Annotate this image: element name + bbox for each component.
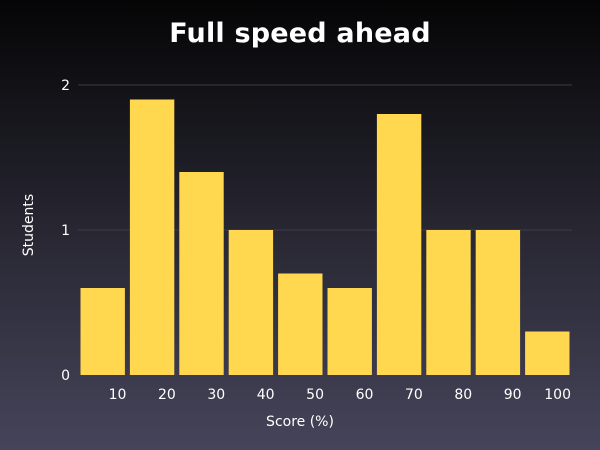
histogram-bar xyxy=(228,230,274,375)
x-tick-label: 40 xyxy=(257,387,275,403)
x-tick-label: 60 xyxy=(356,387,374,403)
y-axis-label: Students xyxy=(21,193,37,257)
histogram-bar xyxy=(426,230,471,375)
x-tick-label: 80 xyxy=(454,387,472,403)
x-tick-label: 30 xyxy=(207,387,225,403)
y-tick-label: 2 xyxy=(61,78,70,94)
histogram-bar xyxy=(129,99,175,375)
x-tick-label: 90 xyxy=(504,387,522,403)
y-tick-label: 1 xyxy=(61,223,70,239)
histogram-bar xyxy=(80,288,125,375)
y-tick-label: 0 xyxy=(61,368,70,384)
x-axis-label: Score (%) xyxy=(266,414,334,430)
x-tick-label: 70 xyxy=(405,387,423,403)
histogram-bar xyxy=(278,273,323,375)
chart-title: Full speed ahead xyxy=(169,18,431,49)
histogram-bar xyxy=(475,230,521,375)
x-tick-label: 100 xyxy=(544,387,571,403)
x-tick-label: 10 xyxy=(109,387,127,403)
histogram-bar xyxy=(376,114,422,375)
x-tick-label: 50 xyxy=(306,387,324,403)
x-tick-label: 20 xyxy=(158,387,176,403)
histogram-bar xyxy=(179,172,224,375)
histogram-bar xyxy=(525,331,570,375)
histogram-bar xyxy=(327,288,372,375)
